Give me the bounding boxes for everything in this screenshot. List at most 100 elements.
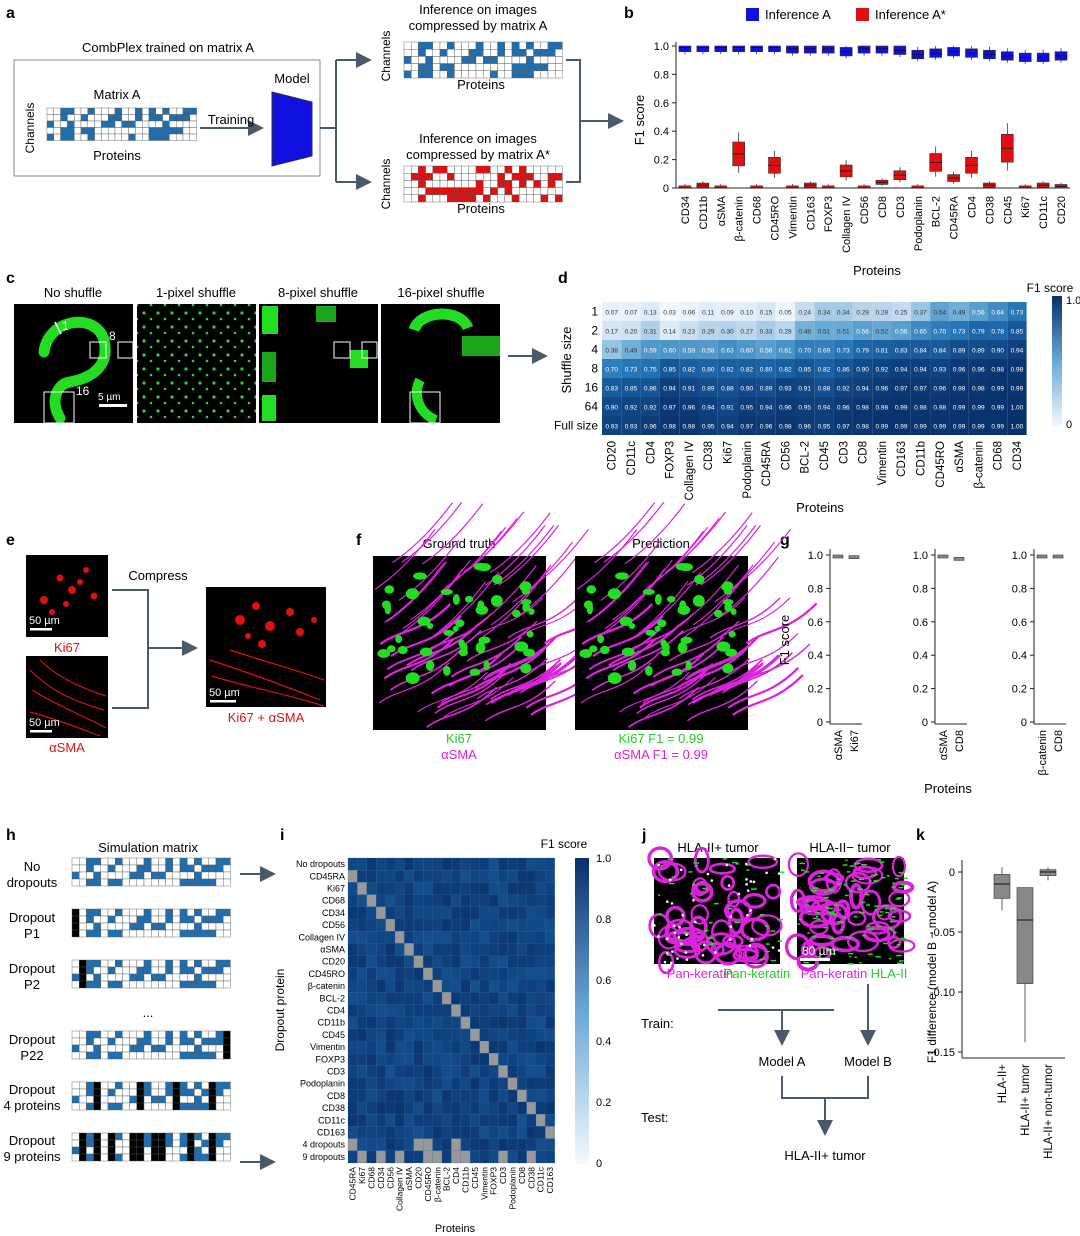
matrix-cell [100,973,109,982]
i-cell [545,992,555,1005]
i-row-label: CD8 [327,1091,345,1101]
d-cell-value: 0.96 [683,405,696,412]
panel-letter-i: i [280,827,284,844]
d-cell-value: 0.85 [663,367,676,374]
b-ytick: 0.2 [654,155,669,167]
matrix-cell [93,1088,101,1097]
matrix-cell [143,1088,152,1097]
i-cell [441,967,452,981]
matrix-cell [129,857,138,866]
matrix-cell [100,1139,109,1148]
i-cell [507,1089,518,1103]
i-cell [404,1114,414,1127]
matrix-cell [114,1088,123,1097]
matrix-cell [107,1139,116,1148]
matrix-cell [194,857,202,866]
d-cell [795,416,815,435]
matrix-cell [129,922,138,931]
i-cell [432,1065,443,1078]
matrix-cell [136,1037,145,1046]
matrix-cell [93,1051,101,1060]
d-cell-value: 0.61 [779,348,792,355]
d-cell-value: 0.28 [779,329,792,336]
d-cell-value: 0.85 [798,367,811,374]
matrix-cell [483,187,491,196]
model-trapezoid-icon [271,91,313,167]
i-cell [385,1016,396,1029]
i-cell [423,979,433,993]
matrix-cell [194,864,202,873]
d-cell [872,302,892,321]
matrix-cell [150,1051,159,1060]
matrix-cell [215,1146,224,1155]
h-row-label: Dropout [9,1082,56,1097]
d-cell [872,321,892,340]
matrix-cell [504,63,513,71]
d-cell-value: 0.07 [605,310,618,317]
matrix-cell [46,107,55,115]
matrix-cell [222,973,231,982]
d-cell-value: 0.73 [625,367,638,374]
i-cell [357,894,367,907]
matrix-cell [454,172,462,181]
i-cell [451,1028,461,1042]
i-cell [404,1089,414,1103]
i-cell [470,1016,480,1029]
d-cell [775,359,795,378]
d-heatmap: 1 0.07 0.07 0.13 0.03 0.06 0.11 0.09 0.10 0.15 0.0… [554,302,1027,500]
matrix-cell [483,63,491,71]
b-xtick: Podoplanin [913,196,925,251]
training-label: Training [208,112,254,127]
matrix-cell [107,864,116,873]
panel-d-chart: F1 score 1.0 0 Shuffle size 1 0.07 0.07 0.1… [554,281,1080,515]
panel-h: Simulation matrix No dropouts Dropout P1… [3,840,276,1170]
matrix-cell [86,1132,94,1141]
i-cell [545,1089,555,1103]
i-cell [441,918,452,932]
b-xtick: αSMA [716,195,728,226]
matrix-cell [114,114,123,122]
d-cell [602,397,622,416]
i-cell [404,1150,414,1164]
matrix-cell [468,49,477,57]
matrix-cell [201,1051,210,1060]
matrix-cell [179,1030,188,1039]
g-xtick: CD8 [954,730,966,752]
i-cell [394,857,405,871]
d-cell [968,302,988,321]
matrix-cell [100,1102,109,1111]
i-cell [545,1040,555,1054]
d-cell-value: 0.98 [876,405,889,412]
i-cell [470,1077,480,1090]
i-cell [357,1114,367,1127]
d-cell [659,359,680,378]
d-cell-value: 0.33 [760,329,773,336]
c-scalebar [99,404,127,407]
matrix-cell [222,908,231,917]
i-cbar-tick: 0 [596,1158,602,1170]
i-cell [545,943,555,956]
matrix-cell [208,1044,217,1053]
k-box [1039,869,1057,876]
i-cell [385,894,396,907]
matrix-cell [93,980,101,989]
i-cell [498,1040,508,1054]
g-ytick: 0.8 [913,583,928,595]
matrix-cell [165,1139,174,1148]
d-cell [930,397,950,416]
matrix-cell [129,864,138,873]
matrix-cell [179,973,188,982]
matrix-cell [425,165,434,174]
matrix-cell [547,70,556,79]
i-cell [404,1028,414,1042]
matrix-cell [208,1030,217,1039]
matrix-cell [136,922,145,931]
matrix-cell [86,864,94,873]
i-col-label: CD34 [376,1167,386,1189]
i-cell [347,979,358,993]
i-cell [517,931,527,944]
matrix-cell [136,1153,145,1162]
matrix-cell [122,1139,130,1148]
matrix-cell [447,165,455,174]
